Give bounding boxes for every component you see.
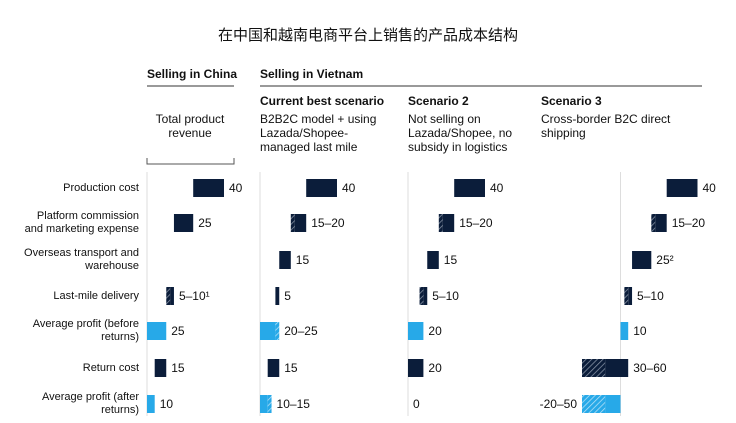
bar — [154, 359, 167, 377]
bar — [147, 322, 167, 340]
bar — [624, 287, 629, 305]
panel-title: Scenario 3 — [541, 94, 602, 108]
value-label: 5–10¹ — [179, 289, 210, 303]
bar — [438, 214, 443, 232]
bar — [582, 395, 606, 413]
panel-subtitle: Not selling on Lazada/Shopee, no subsidy… — [408, 112, 513, 154]
bar — [147, 395, 155, 413]
value-label: 10–15 — [277, 397, 311, 411]
panel-subtitle: B2B2C model + using Lazada/Shopee-manage… — [260, 112, 377, 154]
value-label: 5–10 — [637, 289, 664, 303]
value-label: 10 — [633, 324, 647, 338]
chart-title: 在中国和越南电商平台上销售的产品成本结构 — [217, 26, 518, 44]
panel-title: Current best scenario — [260, 94, 385, 108]
value-label: 15–20 — [311, 216, 345, 230]
bar — [306, 179, 337, 197]
value-label: 40 — [229, 181, 243, 195]
value-label: 0 — [413, 397, 420, 411]
bar — [267, 359, 280, 377]
bar — [294, 214, 307, 232]
bar — [267, 395, 272, 413]
group-label: Selling in China — [147, 67, 238, 81]
bar — [620, 322, 629, 340]
bar — [408, 359, 424, 377]
value-label: 5–10 — [432, 289, 459, 303]
panel-subtitle: Cross-border B2C direct shipping — [541, 112, 671, 140]
value-label: 15 — [284, 361, 298, 375]
bar — [166, 287, 171, 305]
bar — [408, 322, 424, 340]
value-label: 40 — [342, 181, 356, 195]
category-label: Last-mile delivery — [53, 289, 139, 302]
bar — [260, 395, 268, 413]
category-label: Platform commission and marketing expens… — [24, 210, 139, 235]
value-label: 20–25 — [284, 324, 318, 338]
bar — [275, 287, 280, 305]
value-label: 15 — [444, 253, 458, 267]
category-label: Production cost — [63, 181, 139, 194]
bar — [632, 251, 652, 269]
value-label: 40 — [703, 181, 717, 195]
bar — [419, 287, 424, 305]
bar — [423, 287, 428, 305]
group-label: Selling in Vietnam — [260, 67, 364, 81]
value-label: 20 — [428, 361, 442, 375]
bar — [666, 179, 698, 197]
value-label: -20–50 — [540, 397, 578, 411]
bar — [275, 322, 280, 340]
bar — [193, 179, 224, 197]
value-label: 20 — [428, 324, 442, 338]
bar — [442, 214, 455, 232]
bar — [279, 251, 291, 269]
value-label: 40 — [490, 181, 504, 195]
bar — [605, 395, 621, 413]
bar — [290, 214, 295, 232]
value-label: 25 — [198, 216, 212, 230]
bar — [605, 359, 629, 377]
value-label: 15 — [171, 361, 185, 375]
bar — [655, 214, 667, 232]
value-label: 10 — [160, 397, 174, 411]
category-label: Average profit (after returns) — [41, 391, 139, 416]
value-label: 15–20 — [459, 216, 493, 230]
bar — [454, 179, 485, 197]
bar — [628, 287, 633, 305]
bar — [260, 322, 276, 340]
value-label: 5 — [284, 289, 291, 303]
value-label: 25 — [171, 324, 185, 338]
revenue-bracket — [146, 158, 235, 165]
value-label: 15 — [296, 253, 310, 267]
bar — [582, 359, 606, 377]
value-label: 15–20 — [672, 216, 706, 230]
panel-subtitle: Total product revenue — [155, 112, 225, 140]
bar — [427, 251, 439, 269]
bar — [170, 287, 174, 305]
value-label: 25² — [656, 253, 673, 267]
bar — [173, 214, 194, 232]
bar — [651, 214, 656, 232]
panel-title: Scenario 2 — [408, 94, 469, 108]
category-label: Overseas transport and warehouse — [24, 247, 139, 272]
category-label: Average profit (before returns) — [32, 318, 139, 343]
category-label: Return cost — [82, 361, 139, 374]
value-label: 30–60 — [633, 361, 667, 375]
